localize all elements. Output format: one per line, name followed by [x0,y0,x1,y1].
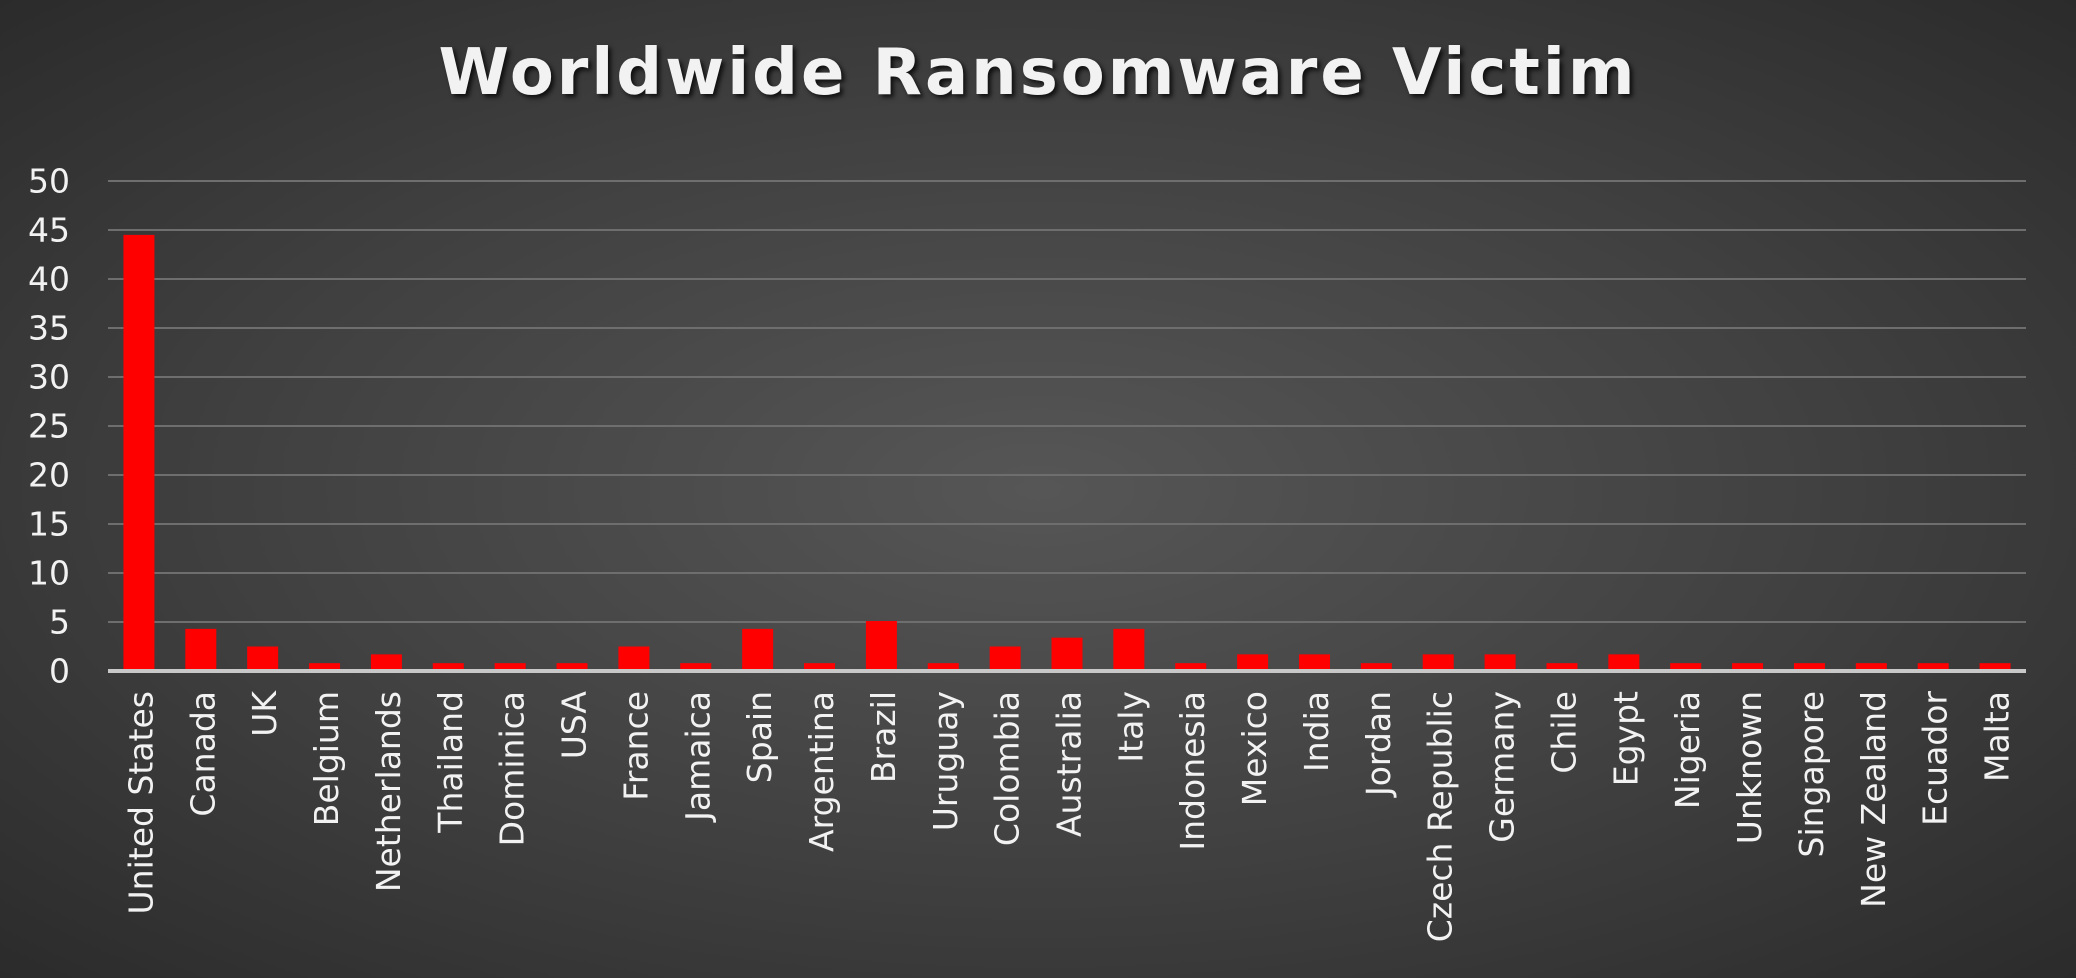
y-tick-label: 45 [28,211,70,250]
y-tick-label: 10 [28,554,70,593]
bar [556,663,588,671]
x-tick-label: Jamaica [678,691,717,823]
y-tick-label: 20 [28,456,70,495]
x-tick-label: Germany [1483,691,1522,843]
x-tick-label: Egypt [1606,691,1645,786]
bar [185,628,217,671]
x-tick-label: Jordan [1359,691,1398,798]
x-tick-label: Nigeria [1668,691,1707,809]
y-tick-label: 30 [28,358,70,397]
y-tick-label: 35 [28,309,70,348]
x-tick-label: Czech Republic [1421,691,1460,942]
x-tick-label: UK [245,690,284,737]
x-tick-label: New Zealand [1854,691,1893,908]
gridlines [108,180,2026,623]
x-tick-label: Argentina [802,691,841,852]
bar [1298,654,1330,671]
y-tick-label: 50 [28,162,70,201]
x-tick-label: Spain [740,691,779,783]
x-tick-label: India [1297,691,1336,772]
bar [1979,663,2011,671]
bar [1175,663,1207,671]
bar [247,646,279,671]
bar [1855,663,1887,671]
bar [618,646,650,671]
y-tick-label: 5 [49,603,70,642]
x-tick-label: Thailand [431,691,470,834]
x-tick-label: Canada [183,691,222,817]
x-tick-label: Netherlands [369,691,408,892]
bar [1917,663,1949,671]
bar [804,663,836,671]
bar [1608,654,1640,671]
y-tick-label: 25 [28,407,70,446]
x-tick-label: France [616,691,655,801]
y-tick-label: 15 [28,505,70,544]
bar [1422,654,1454,671]
bar [865,621,897,671]
bar [1670,663,1702,671]
y-axis-ticks: 0 5 10 15 20 25 30 35 40 45 50 [28,162,70,691]
x-tick-label: Chile [1544,691,1583,774]
x-tick-label: Australia [1050,691,1089,837]
bar [432,663,464,671]
x-tick-label: Dominica [493,691,532,846]
bar [989,646,1021,671]
bar [680,663,712,671]
bar [123,234,155,671]
bar [1237,654,1269,671]
bar [1484,654,1516,671]
x-tick-label: Mexico [1235,691,1274,806]
x-tick-label: Colombia [988,691,1027,846]
bars [123,234,2011,671]
x-axis-ticks: United States Canada UK Belgium Netherlands T… [121,690,2016,943]
x-tick-label: Singapore [1792,691,1831,857]
y-tick-label: 0 [49,652,70,691]
x-tick-label: Unknown [1730,691,1769,844]
bar [494,663,526,671]
y-tick-label: 40 [28,260,70,299]
bar [1113,628,1145,671]
x-tick-label: Malta [1978,691,2017,782]
bar [1546,663,1578,671]
bar [309,663,341,671]
chart-title: Worldwide Ransomware Victim [438,36,1638,110]
x-tick-label: Italy [1111,691,1150,763]
x-tick-label: Ecuador [1916,691,1955,826]
x-tick-label: USA [555,691,594,760]
bar [742,628,774,671]
bar [370,654,402,671]
bar [1793,663,1825,671]
x-tick-label: Brazil [864,691,903,783]
bar [1051,637,1083,671]
bar [927,663,959,671]
x-tick-label: Belgium [307,691,346,826]
x-tick-label: Indonesia [1173,691,1212,851]
x-tick-label: United States [121,691,160,914]
bar [1360,663,1392,671]
x-tick-label: Uruguay [926,691,965,831]
bar [1732,663,1764,671]
